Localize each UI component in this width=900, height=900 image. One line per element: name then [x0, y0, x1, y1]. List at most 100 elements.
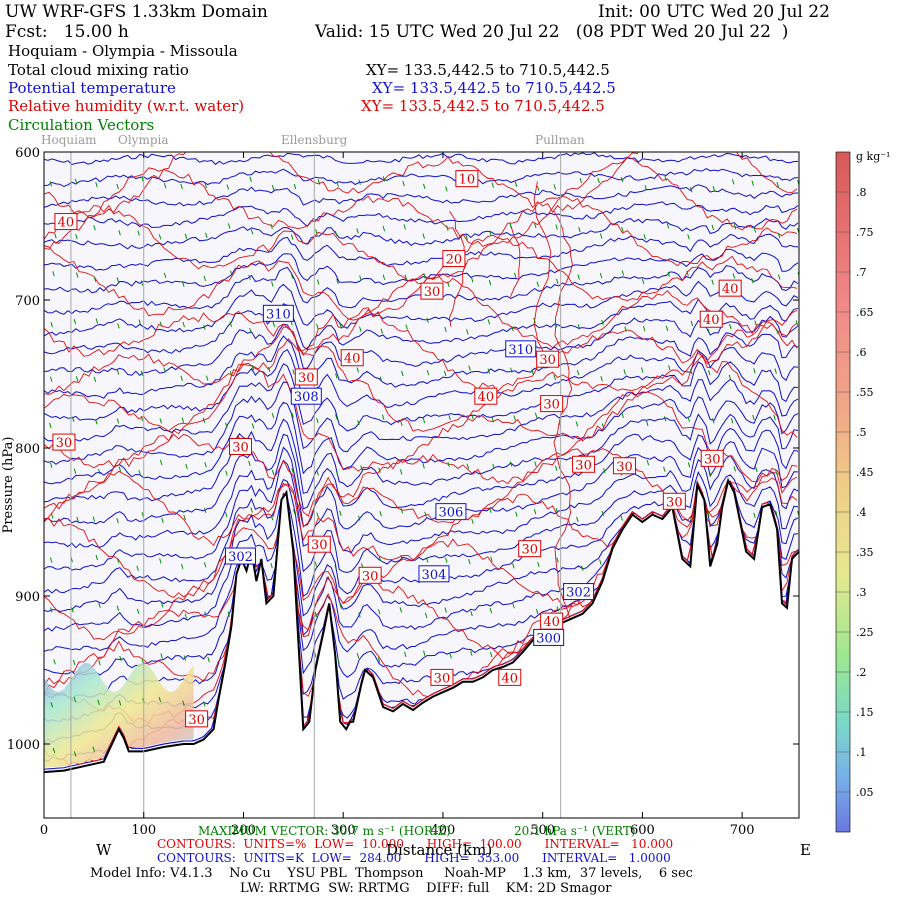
circulation-vector: [531, 369, 534, 375]
y-tick-label: 800: [15, 442, 40, 457]
circulation-vector: [623, 369, 626, 375]
circulation-vector: [534, 461, 537, 467]
circulation-vector: [137, 230, 140, 236]
circulation-vector: [161, 517, 164, 523]
theta-contour-label: 302: [228, 550, 253, 565]
circulation-vector: [205, 375, 209, 381]
circulation-vector: [489, 230, 492, 236]
circulation-vector: [250, 507, 253, 513]
circulation-vector: [576, 516, 579, 523]
circulation-vector: [316, 417, 319, 424]
circulation-vector: [492, 463, 495, 469]
circulation-vector: [251, 365, 255, 371]
circulation-vector: [184, 233, 188, 239]
circulation-vector: [377, 657, 381, 663]
theta-contour: [44, 298, 799, 355]
circulation-vector: [158, 696, 162, 703]
x-tick-label: 300: [331, 823, 356, 838]
valid-time: Valid: 15 UTC Wed 20 Jul 22 (08 PDT Wed …: [315, 22, 789, 42]
circulation-vector: [711, 224, 715, 231]
circulation-vector: [444, 326, 447, 333]
colorbar-tick-label: .25: [856, 626, 874, 639]
circulation-vector: [203, 324, 206, 330]
circulation-vector: [444, 607, 447, 613]
circulation-vector: [426, 317, 429, 323]
circulation-vector: [624, 326, 627, 332]
rh-contour: [44, 273, 798, 357]
x-tick-label: 500: [530, 823, 555, 838]
circulation-vector: [180, 375, 183, 381]
circulation-vector: [553, 184, 557, 190]
theta-contour-label: 308: [294, 390, 319, 405]
theta-contour-label-box: [418, 565, 450, 583]
rh-contour-label-box: [572, 455, 596, 473]
circulation-vector: [138, 319, 142, 325]
circulation-vector: [535, 608, 539, 615]
rh-contour-label-box: [718, 279, 742, 297]
circulation-vector: [422, 233, 425, 239]
rh-contour-label: 30: [704, 452, 721, 467]
rh-contour-label: 40: [344, 352, 361, 367]
circulation-vector: [491, 182, 494, 188]
max-vector-vert: 20.1 hPa s⁻¹ (VERT): [514, 824, 636, 838]
circulation-vector: [646, 420, 649, 427]
circulation-vector: [316, 470, 319, 476]
circulation-vector: [336, 181, 339, 187]
theta-contour-label: 310: [508, 343, 533, 358]
circulation-vector: [666, 223, 670, 229]
circulation-vector: [798, 460, 799, 462]
colorbar-tick-label: .1: [856, 746, 867, 759]
circulation-vector: [733, 466, 737, 472]
y-tick-label: 900: [15, 590, 40, 605]
circulation-vector: [75, 272, 79, 278]
circulation-vector: [712, 186, 716, 192]
circulation-vector: [160, 602, 164, 608]
rh-contour-label-box: [498, 668, 522, 686]
colorbar-tick-label: .7: [856, 266, 867, 279]
circulation-vector: [690, 320, 694, 327]
circulation-vector: [775, 510, 778, 516]
circulation-vector: [204, 611, 207, 617]
circulation-vector: [92, 746, 95, 752]
circulation-vector: [487, 319, 491, 325]
circulation-vector: [599, 272, 603, 279]
circulation-vector: [358, 179, 361, 185]
circulation-vector: [248, 460, 251, 467]
theta-contour: [44, 233, 799, 271]
field-vectors-name: Circulation Vectors: [8, 116, 155, 134]
circulation-vector: [401, 370, 404, 377]
theta-contour: [44, 471, 799, 594]
circulation-vector: [268, 366, 271, 373]
circulation-vector: [248, 274, 251, 280]
circulation-vector: [465, 234, 468, 240]
circulation-vector: [75, 234, 78, 240]
circulation-vector: [515, 511, 518, 517]
circulation-vector: [182, 321, 185, 328]
circulation-vector: [399, 607, 403, 613]
circulation-vector: [316, 279, 320, 285]
circulation-vector: [270, 223, 273, 230]
circulation-vector: [730, 418, 734, 424]
circulation-vector: [399, 469, 403, 475]
circulation-vector: [271, 469, 275, 476]
colorbar-tick-label: .8: [856, 186, 867, 199]
circulation-vector: [707, 511, 710, 517]
rh-contour-label-box: [307, 535, 331, 553]
circulation-vector: [73, 468, 77, 474]
circulation-vector: [489, 651, 493, 658]
circulation-vector: [754, 320, 757, 326]
theta-contour: [44, 441, 799, 549]
circulation-vector: [449, 653, 452, 659]
circulation-vector: [205, 232, 208, 238]
circulation-vector: [534, 412, 538, 418]
circulation-vector: [445, 186, 448, 192]
physics-info: LW: RRTMG SW: RRTMG DIFF: full KM: 2D Sm…: [240, 881, 612, 896]
rh-contour-label-box: [430, 668, 454, 686]
circulation-vector: [600, 376, 603, 382]
circulation-vector: [204, 462, 207, 468]
circulation-vector: [227, 223, 231, 229]
circulation-vector: [136, 608, 140, 615]
circulation-vector: [488, 279, 492, 286]
circulation-vector: [118, 466, 122, 472]
rh-contour-label-box: [612, 457, 636, 475]
